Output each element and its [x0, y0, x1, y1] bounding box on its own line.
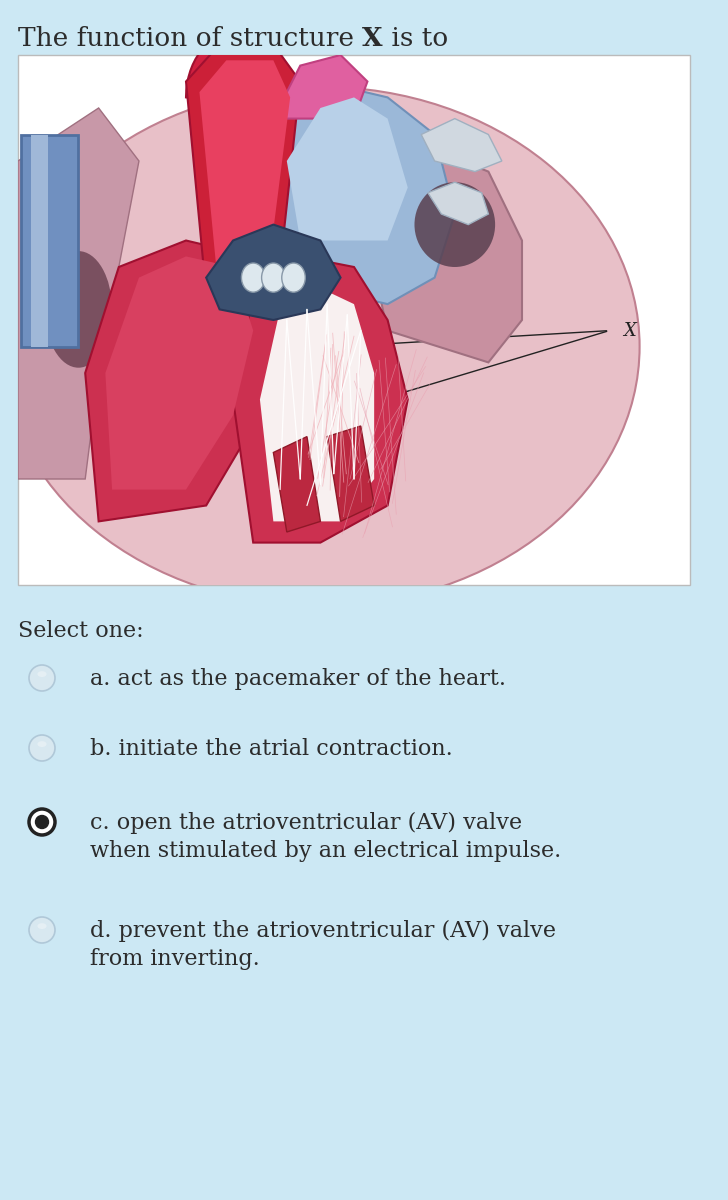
Polygon shape: [206, 224, 341, 320]
Polygon shape: [428, 182, 488, 224]
Text: from inverting.: from inverting.: [90, 948, 260, 970]
Ellipse shape: [414, 182, 495, 266]
Ellipse shape: [37, 923, 47, 929]
Circle shape: [29, 734, 55, 761]
Polygon shape: [273, 55, 368, 119]
Circle shape: [36, 816, 49, 828]
Text: The function of structure: The function of structure: [18, 26, 363, 50]
Polygon shape: [327, 426, 374, 521]
Polygon shape: [18, 108, 139, 479]
Text: c. open the atrioventricular (AV) valve: c. open the atrioventricular (AV) valve: [90, 812, 522, 834]
Polygon shape: [186, 44, 300, 294]
Text: Select one:: Select one:: [18, 620, 143, 642]
Polygon shape: [199, 60, 290, 266]
FancyBboxPatch shape: [18, 55, 690, 584]
Polygon shape: [31, 134, 48, 347]
Text: b. initiate the atrial contraction.: b. initiate the atrial contraction.: [90, 738, 453, 760]
Ellipse shape: [37, 742, 47, 748]
Polygon shape: [422, 119, 502, 172]
Text: X: X: [363, 26, 383, 50]
Polygon shape: [260, 288, 374, 521]
Text: is to: is to: [383, 26, 448, 50]
Polygon shape: [186, 34, 280, 134]
Ellipse shape: [37, 671, 47, 677]
Polygon shape: [233, 257, 408, 542]
Polygon shape: [287, 97, 408, 240]
Ellipse shape: [45, 251, 112, 367]
Ellipse shape: [1, 86, 640, 606]
Ellipse shape: [242, 263, 265, 292]
Text: d. prevent the atrioventricular (AV) valve: d. prevent the atrioventricular (AV) val…: [90, 920, 556, 942]
Ellipse shape: [282, 263, 305, 292]
Text: when stimulated by an electrical impulse.: when stimulated by an electrical impulse…: [90, 840, 561, 862]
Text: a. act as the pacemaker of the heart.: a. act as the pacemaker of the heart.: [90, 668, 506, 690]
Polygon shape: [21, 134, 79, 347]
Polygon shape: [253, 82, 455, 304]
Polygon shape: [106, 257, 253, 490]
Circle shape: [29, 917, 55, 943]
Polygon shape: [273, 437, 320, 532]
Circle shape: [29, 809, 55, 835]
Circle shape: [29, 665, 55, 691]
Polygon shape: [368, 150, 522, 362]
Text: X: X: [622, 322, 636, 340]
Polygon shape: [85, 240, 273, 521]
Ellipse shape: [261, 263, 285, 292]
